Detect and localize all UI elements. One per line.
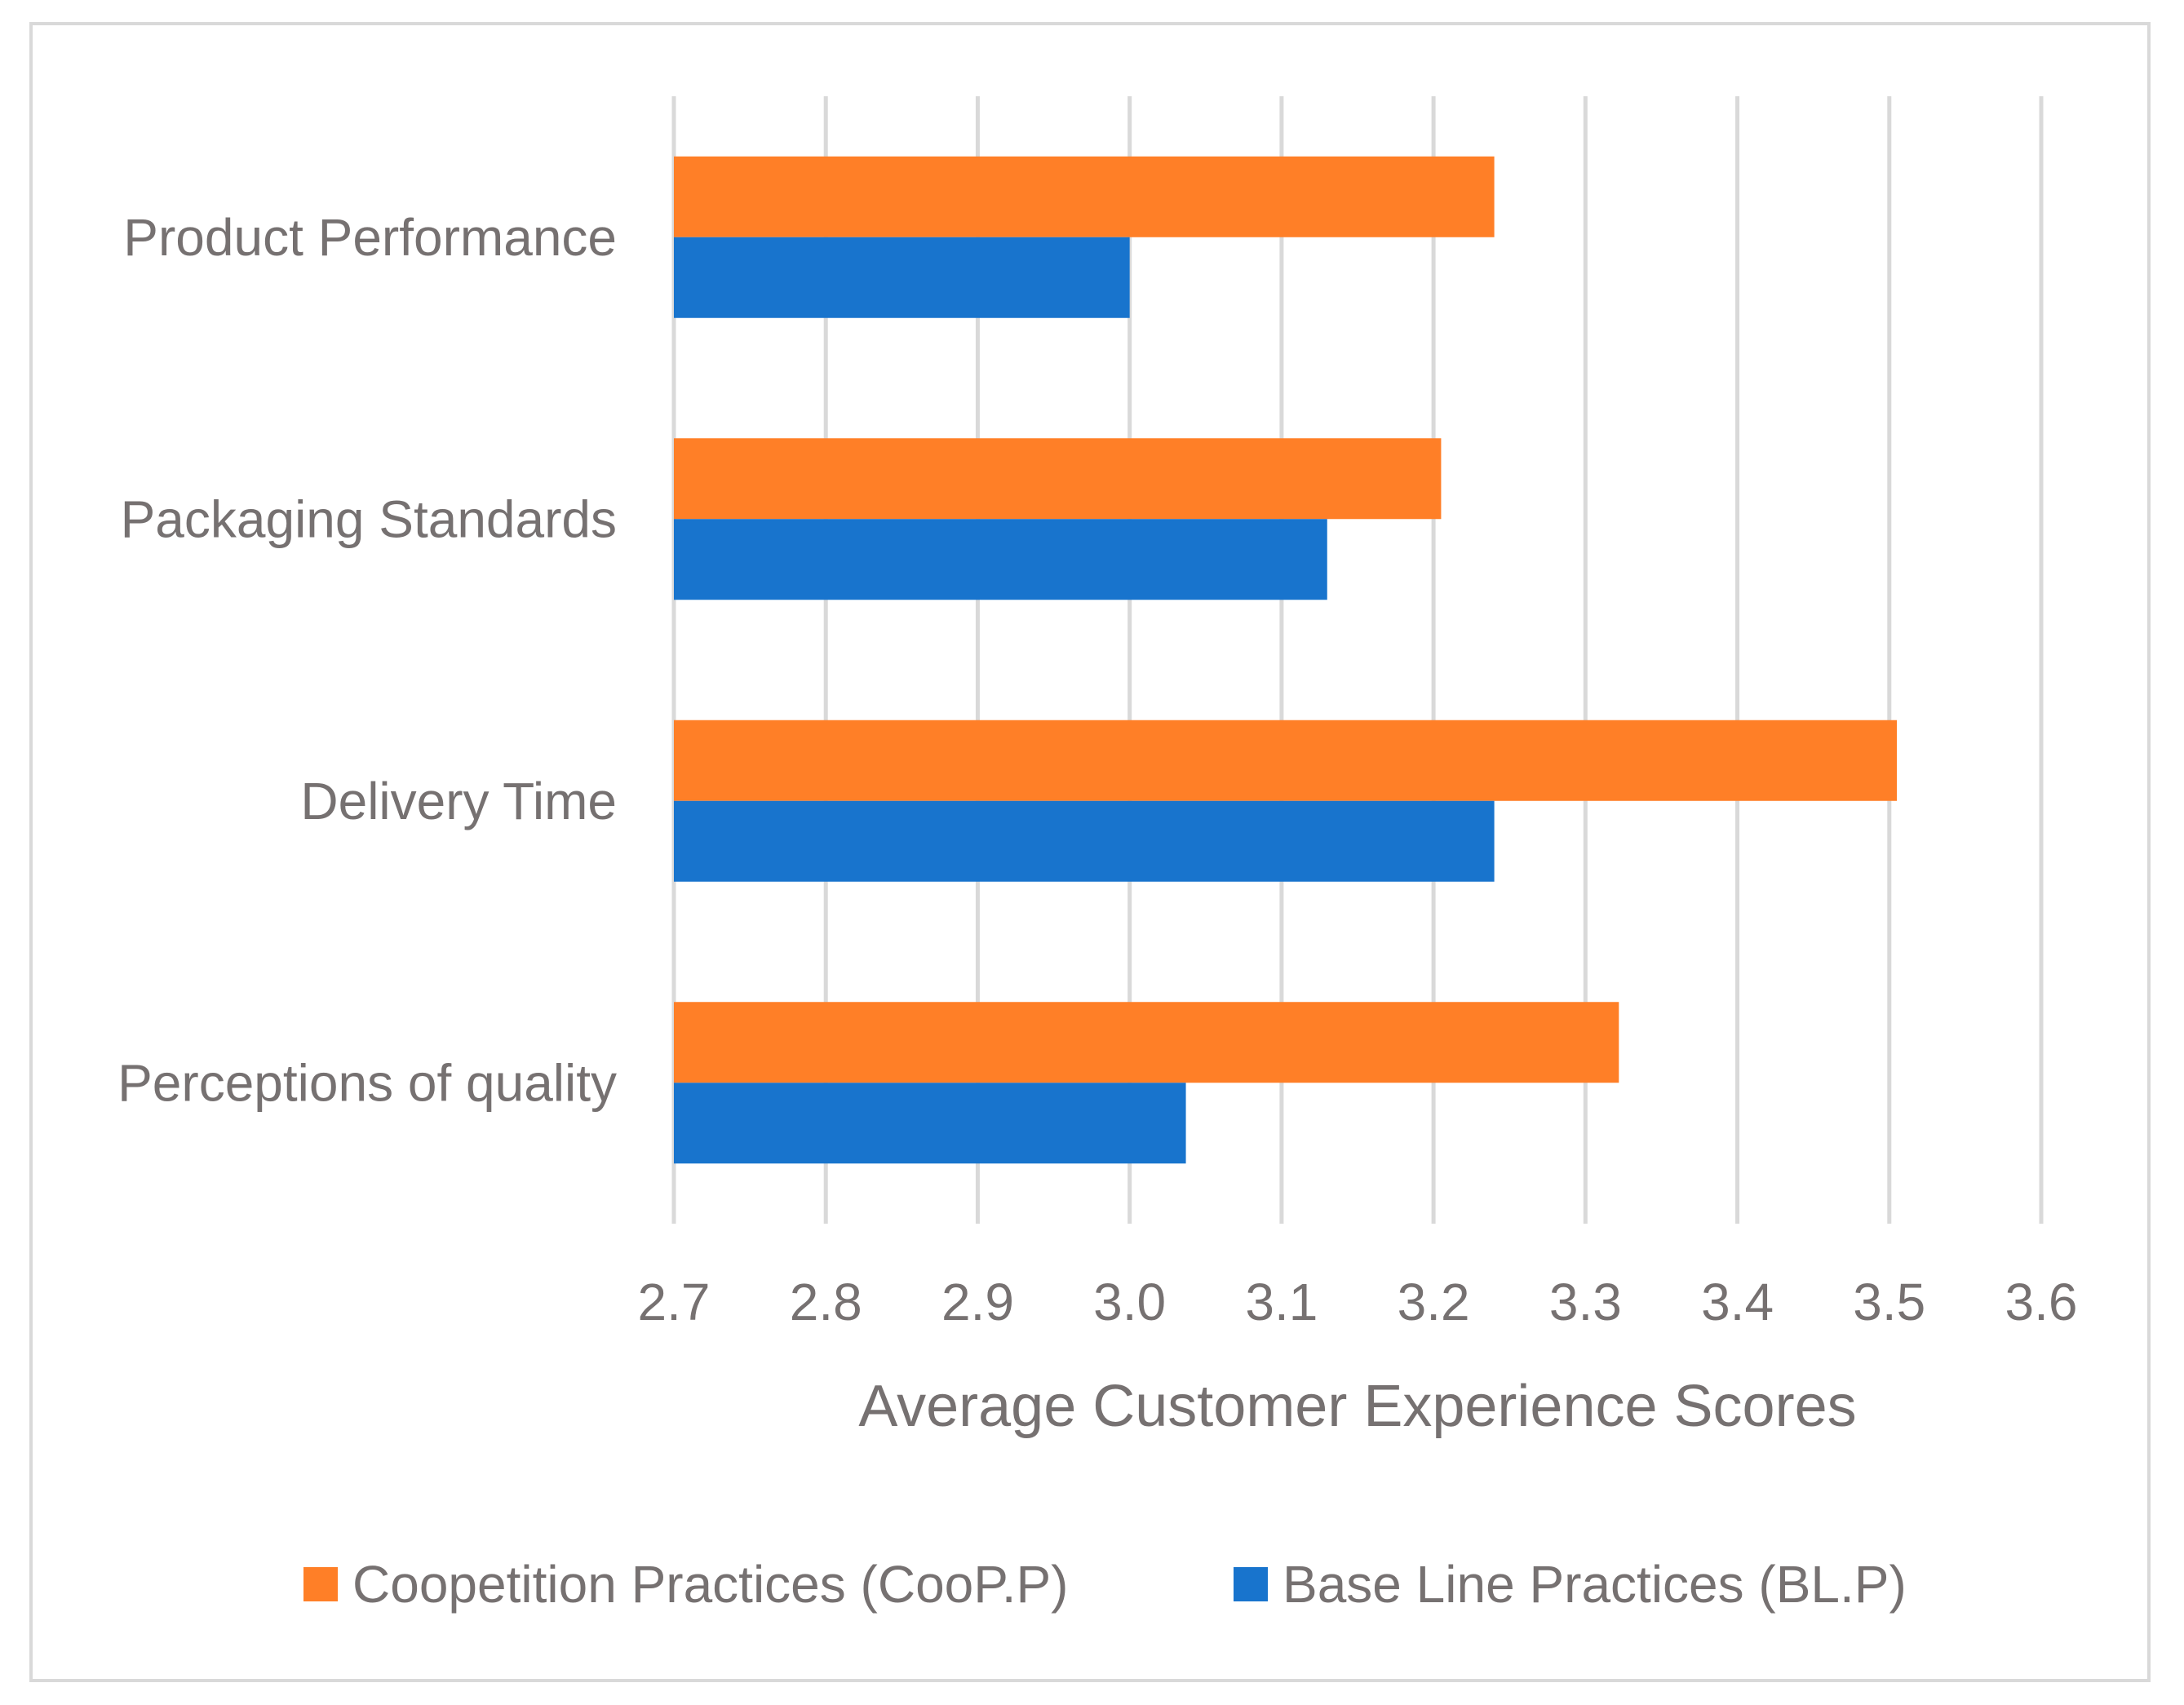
category-labels: Product Performance Packaging Standards De… [117,208,617,1113]
x-tick-label: 3.4 [1701,1273,1774,1331]
legend-swatch-coop [303,1567,338,1601]
x-tick-label: 3.0 [1093,1273,1166,1331]
legend: Coopetition Practices (CooP.P) Base Line … [303,1555,1907,1614]
x-tick-labels: 2.7 2.8 2.9 3.0 3.1 3.2 3.3 3.4 3.5 3.6 [638,1273,2078,1331]
x-tick-label: 2.8 [790,1273,862,1331]
x-tick-label: 3.2 [1398,1273,1470,1331]
chart-frame [29,22,2151,1682]
x-tick-label: 3.6 [2005,1273,2078,1331]
x-tick-label: 2.7 [638,1273,711,1331]
bar-coop-1 [674,438,1442,520]
x-tick-label: 3.3 [1549,1273,1622,1331]
x-tick-label: 3.5 [1853,1273,1925,1331]
x-tick-label: 3.1 [1245,1273,1318,1331]
x-axis-title: Average Customer Experience Scores [858,1374,1856,1439]
legend-label-coop: Coopetition Practices (CooP.P) [352,1555,1068,1614]
bar-baseline-0 [674,237,1130,318]
category-label: Product Performance [123,208,617,267]
category-label: Packaging Standards [121,489,617,548]
bars [674,156,1898,1164]
legend-label-baseline: Base Line Practices (BL.P) [1282,1555,1907,1614]
bar-coop-0 [674,156,1495,237]
category-label: Delivery Time [300,772,617,830]
bar-coop-3 [674,1002,1619,1083]
bar-baseline-1 [674,519,1327,600]
bar-baseline-2 [674,800,1495,882]
bar-coop-2 [674,720,1898,801]
category-label: Perceptions of quality [117,1053,617,1112]
bar-baseline-3 [674,1083,1186,1164]
x-tick-label: 2.9 [941,1273,1014,1331]
legend-swatch-baseline [1234,1567,1268,1601]
